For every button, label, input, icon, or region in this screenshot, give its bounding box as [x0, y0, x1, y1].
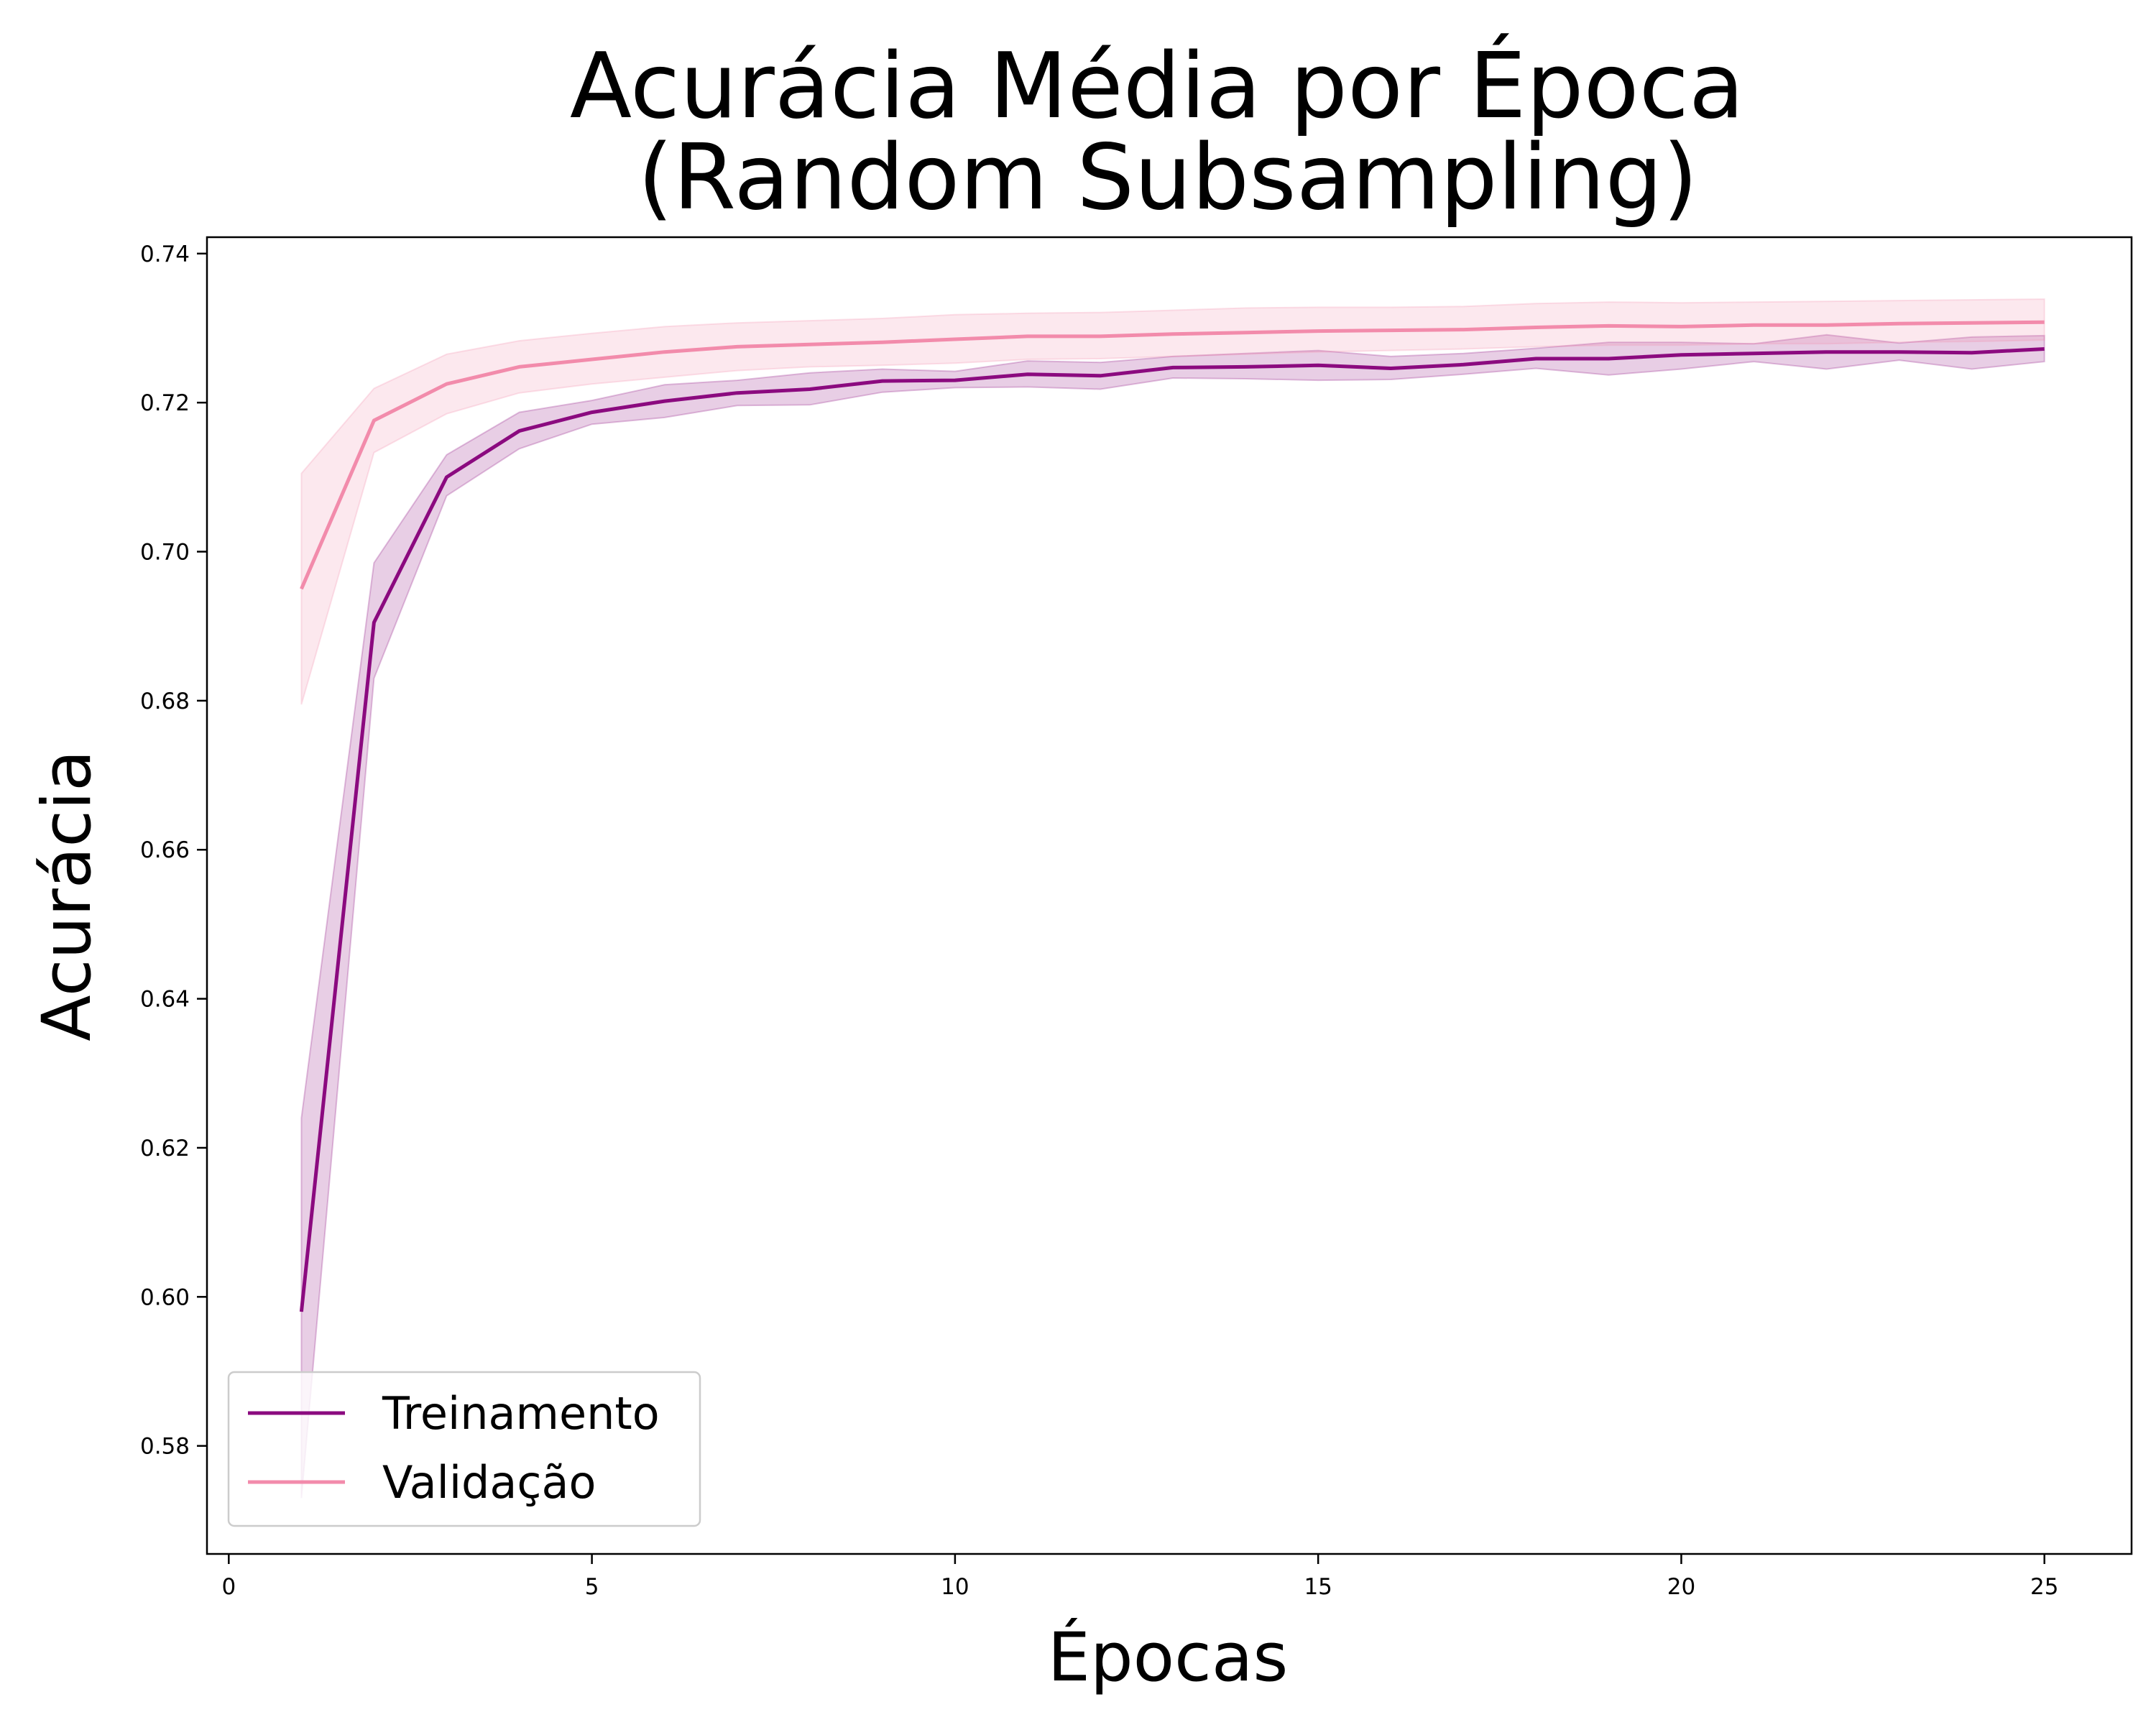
chart-title-line1: Acurácia Média por Época	[570, 32, 1744, 139]
plot-area	[206, 236, 2133, 1555]
x-axis-label: Épocas	[1048, 1617, 1289, 1697]
y-tick-label: 0.74	[140, 242, 190, 267]
x-tick-label: 0	[221, 1574, 236, 1600]
legend-label-validacao: Validação	[382, 1456, 596, 1509]
x-tick-label: 25	[2030, 1574, 2058, 1600]
chart-title-line2: (Random Subsampling)	[637, 124, 1697, 230]
y-tick-label: 0.70	[140, 540, 190, 566]
y-axis-label: Acurácia	[28, 750, 106, 1041]
y-tick-label: 0.62	[140, 1136, 190, 1162]
y-tick-label: 0.60	[140, 1284, 190, 1310]
x-axis-ticks: 0 5 10 15 20 25	[221, 1554, 2058, 1600]
y-axis-ticks: 0.58 0.60 0.62 0.64 0.66 0.68 0.70 0.72 0.74	[140, 242, 207, 1460]
y-tick-label: 0.64	[140, 987, 190, 1013]
series-line-validacao	[300, 320, 2045, 590]
series-line-treinamento	[299, 347, 2045, 1312]
confidence-band-validacao	[300, 298, 2045, 705]
x-tick-label: 10	[941, 1574, 969, 1600]
x-tick-label: 5	[585, 1574, 599, 1600]
x-tick-label: 15	[1304, 1574, 1332, 1600]
y-tick-label: 0.72	[140, 390, 190, 416]
plot-frame	[206, 236, 2133, 1555]
confidence-bands	[300, 298, 2045, 1499]
legend: Treinamento Validação	[227, 1371, 701, 1527]
y-tick-label: 0.58	[140, 1434, 190, 1460]
legend-frame	[227, 1371, 701, 1527]
series-lines	[299, 320, 2045, 1312]
plot-background	[207, 237, 2132, 1554]
legend-label-treinamento: Treinamento	[382, 1387, 660, 1440]
y-tick-label: 0.68	[140, 689, 190, 714]
confidence-band-treinamento	[300, 334, 2045, 1499]
y-tick-label: 0.66	[140, 837, 190, 863]
x-tick-label: 20	[1667, 1574, 1695, 1600]
